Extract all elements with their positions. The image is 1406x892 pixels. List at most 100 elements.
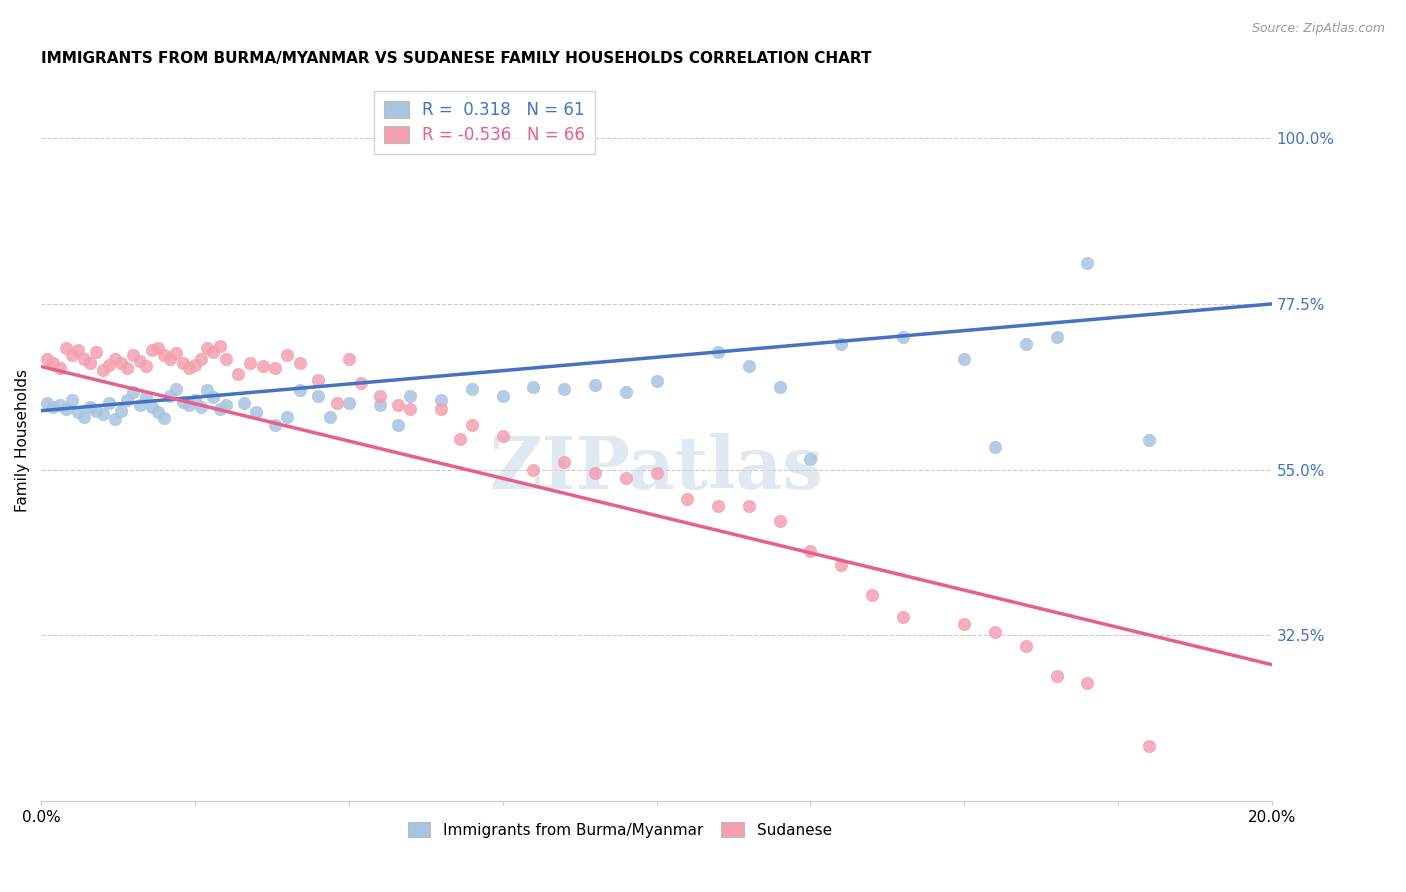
Point: [104, 412, 127, 426]
Point: [226, 367, 249, 381]
Point: [208, 402, 231, 417]
Point: [177, 361, 200, 376]
Point: [583, 467, 606, 481]
Point: [768, 380, 790, 394]
Point: [79, 356, 101, 370]
Point: [73, 409, 96, 424]
Point: [799, 451, 821, 466]
Point: [583, 377, 606, 392]
Point: [522, 462, 544, 476]
Point: [645, 374, 668, 388]
Point: [245, 405, 267, 419]
Point: [553, 455, 575, 469]
Point: [319, 409, 342, 424]
Point: [153, 348, 176, 362]
Point: [202, 391, 225, 405]
Point: [166, 382, 188, 396]
Point: [984, 624, 1007, 639]
Point: [146, 405, 169, 419]
Point: [614, 385, 637, 400]
Point: [461, 382, 484, 396]
Point: [202, 344, 225, 359]
Point: [264, 418, 287, 433]
Text: Source: ZipAtlas.com: Source: ZipAtlas.com: [1251, 22, 1385, 36]
Point: [830, 558, 852, 573]
Y-axis label: Family Households: Family Households: [15, 368, 30, 512]
Point: [368, 398, 391, 412]
Point: [177, 398, 200, 412]
Point: [215, 398, 238, 412]
Point: [492, 389, 515, 403]
Point: [307, 389, 329, 403]
Point: [190, 400, 212, 414]
Point: [1015, 640, 1038, 654]
Point: [252, 359, 274, 374]
Point: [307, 373, 329, 387]
Point: [117, 361, 139, 376]
Point: [768, 514, 790, 528]
Point: [208, 339, 231, 353]
Point: [707, 500, 730, 514]
Point: [553, 382, 575, 396]
Point: [387, 398, 409, 412]
Point: [42, 400, 65, 414]
Point: [67, 343, 90, 358]
Point: [276, 409, 298, 424]
Point: [60, 392, 83, 407]
Text: IMMIGRANTS FROM BURMA/MYANMAR VS SUDANESE FAMILY HOUSEHOLDS CORRELATION CHART: IMMIGRANTS FROM BURMA/MYANMAR VS SUDANES…: [41, 51, 872, 66]
Point: [110, 356, 132, 370]
Point: [830, 337, 852, 351]
Point: [55, 402, 77, 417]
Point: [707, 344, 730, 359]
Point: [860, 588, 883, 602]
Text: ZIPatlas: ZIPatlas: [489, 434, 824, 505]
Point: [128, 398, 150, 412]
Point: [337, 352, 360, 367]
Point: [97, 358, 120, 372]
Point: [48, 361, 70, 376]
Point: [215, 352, 238, 367]
Point: [172, 356, 194, 370]
Point: [953, 617, 976, 632]
Point: [1137, 433, 1160, 447]
Point: [522, 380, 544, 394]
Point: [233, 396, 256, 410]
Point: [42, 356, 65, 370]
Point: [276, 348, 298, 362]
Point: [799, 543, 821, 558]
Point: [1045, 330, 1067, 344]
Point: [122, 348, 145, 362]
Point: [141, 343, 163, 358]
Legend: Immigrants from Burma/Myanmar, Sudanese: Immigrants from Burma/Myanmar, Sudanese: [402, 815, 838, 844]
Point: [264, 361, 287, 376]
Point: [891, 609, 914, 624]
Point: [325, 396, 347, 410]
Point: [1076, 676, 1098, 690]
Point: [195, 341, 218, 355]
Point: [1137, 739, 1160, 753]
Point: [368, 389, 391, 403]
Point: [399, 402, 422, 417]
Point: [891, 330, 914, 344]
Point: [430, 392, 453, 407]
Point: [172, 394, 194, 409]
Point: [91, 408, 114, 422]
Point: [399, 389, 422, 403]
Point: [117, 392, 139, 407]
Point: [48, 398, 70, 412]
Point: [1076, 256, 1098, 270]
Point: [37, 396, 59, 410]
Point: [159, 389, 181, 403]
Point: [430, 402, 453, 417]
Point: [60, 348, 83, 362]
Point: [141, 400, 163, 414]
Point: [738, 500, 761, 514]
Point: [288, 356, 311, 370]
Point: [97, 396, 120, 410]
Point: [184, 392, 207, 407]
Point: [110, 403, 132, 417]
Point: [153, 411, 176, 425]
Point: [166, 346, 188, 360]
Point: [184, 358, 207, 372]
Point: [239, 356, 262, 370]
